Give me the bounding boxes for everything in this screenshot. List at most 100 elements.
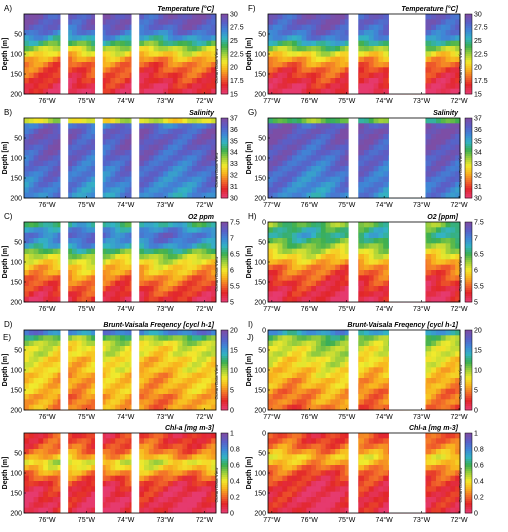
heatmap-cell — [124, 35, 130, 42]
heatmap-cell — [196, 388, 202, 395]
heatmap-cell — [211, 248, 217, 255]
heatmap-cell — [115, 254, 121, 260]
heatmap-cell — [296, 160, 302, 167]
heatmap-cell — [378, 24, 384, 31]
heatmap-cell — [76, 404, 82, 411]
heatmap-cell — [43, 394, 49, 400]
heatmap-cell — [383, 346, 389, 352]
heatmap-cell — [163, 134, 169, 140]
heatmap-cell — [182, 139, 188, 146]
heatmap-cell — [431, 166, 437, 172]
heatmap-cell — [306, 335, 312, 342]
heatmap-cell — [320, 351, 326, 358]
heatmap-cell — [187, 134, 193, 140]
heatmap-cell — [306, 182, 312, 188]
heatmap-cell — [292, 134, 298, 140]
heatmap-cell — [81, 232, 87, 239]
heatmap-cell — [378, 166, 384, 172]
heatmap-cell — [196, 67, 202, 74]
heatmap-cell — [86, 160, 92, 167]
heatmap-cell — [187, 118, 193, 124]
heatmap-cell — [296, 286, 302, 292]
heatmap-cell — [196, 227, 202, 234]
heatmap-cell — [124, 222, 130, 228]
heatmap-cell — [172, 155, 178, 162]
heatmap-cell — [163, 56, 169, 63]
heatmap-cell — [344, 67, 350, 74]
heatmap-cell — [455, 14, 461, 20]
heatmap-cell — [48, 14, 54, 20]
heatmap-cell — [182, 176, 188, 183]
heatmap-cell — [168, 330, 174, 336]
heatmap-cell — [144, 166, 150, 172]
heatmap-cell — [196, 46, 202, 52]
heatmap-cell — [139, 362, 145, 368]
heatmap-cell — [120, 155, 126, 162]
heatmap-cell — [182, 388, 188, 395]
heatmap-cell — [100, 51, 106, 58]
heatmap-cell — [383, 238, 389, 244]
colorbar-segment — [221, 292, 228, 295]
heatmap-cell — [282, 330, 288, 336]
heatmap-cell — [144, 388, 150, 395]
heatmap-cell — [67, 19, 73, 26]
heatmap-cell — [431, 187, 437, 194]
heatmap-cell — [72, 404, 78, 411]
heatmap-cell — [81, 187, 87, 194]
heatmap-cell — [48, 243, 54, 250]
heatmap-cell — [316, 227, 322, 234]
heatmap-cell — [24, 362, 30, 368]
heatmap-cell — [211, 330, 217, 336]
heatmap-cell — [100, 383, 106, 390]
heatmap-cell — [292, 286, 298, 292]
heatmap-cell — [211, 30, 217, 36]
heatmap-cell — [158, 40, 164, 47]
panel-letter-outer: E) — [3, 333, 11, 342]
heatmap-cell — [177, 238, 183, 244]
heatmap-cell — [316, 83, 322, 90]
heatmap-cell — [67, 128, 73, 135]
heatmap-cell — [330, 88, 336, 95]
heatmap-cell — [426, 335, 432, 342]
colorbar-segment — [465, 292, 472, 295]
heatmap-cell — [306, 14, 312, 20]
heatmap-cell — [163, 150, 169, 156]
heatmap-cell — [163, 30, 169, 36]
heatmap-cell — [52, 383, 58, 390]
heatmap-cell — [43, 88, 49, 95]
colorbar-label: 37 — [474, 115, 482, 122]
heatmap-cell — [450, 14, 456, 20]
heatmap-cell — [325, 270, 331, 276]
colorbar-segment — [465, 246, 472, 249]
colorbar-segment — [221, 168, 228, 171]
heatmap-cell — [105, 67, 111, 74]
heatmap-cell — [335, 24, 341, 31]
heatmap-cell — [211, 171, 217, 178]
heatmap-cell — [201, 78, 207, 84]
heatmap-cell — [201, 51, 207, 58]
heatmap-cell — [196, 187, 202, 194]
heatmap-cell — [211, 134, 217, 140]
heatmap-cell — [182, 123, 188, 130]
heatmap-cell — [187, 62, 193, 68]
heatmap-cell — [105, 259, 111, 266]
heatmap-cell — [43, 351, 49, 358]
heatmap-cell — [320, 286, 326, 292]
colorbar-label: 20 — [230, 327, 238, 334]
heatmap-cell — [268, 346, 274, 352]
heatmap-cell — [383, 51, 389, 58]
no-data-gap — [95, 118, 103, 198]
heatmap-cell — [320, 24, 326, 31]
heatmap-cell — [282, 232, 288, 239]
heatmap-cell — [426, 123, 432, 130]
heatmap-cell — [52, 340, 58, 347]
heatmap-cell — [364, 362, 370, 368]
heatmap-cell — [163, 160, 169, 167]
heatmap-cell — [373, 123, 379, 130]
heatmap-cell — [306, 340, 312, 347]
heatmap-cell — [373, 171, 379, 178]
heatmap-cell — [158, 144, 164, 151]
heatmap-cell — [455, 259, 461, 266]
heatmap-cell — [426, 254, 432, 260]
colorbar-segment — [465, 288, 472, 291]
